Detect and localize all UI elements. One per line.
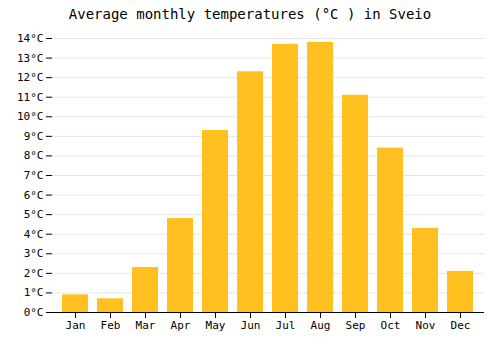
svg-text:3°C: 3°C (24, 247, 44, 260)
svg-text:5°C: 5°C (24, 208, 44, 221)
svg-text:Jan: Jan (66, 319, 86, 332)
svg-text:0°C: 0°C (24, 306, 44, 319)
svg-text:12°C: 12°C (17, 71, 44, 84)
svg-text:7°C: 7°C (24, 169, 44, 182)
svg-text:Dec: Dec (451, 319, 471, 332)
svg-text:2°C: 2°C (24, 267, 44, 280)
svg-text:Jul: Jul (276, 319, 296, 332)
svg-text:Mar: Mar (136, 319, 156, 332)
svg-text:Aug: Aug (311, 319, 331, 332)
svg-text:Nov: Nov (416, 319, 436, 332)
svg-text:8°C: 8°C (24, 149, 44, 162)
svg-text:14°C: 14°C (17, 32, 44, 45)
svg-text:Jun: Jun (241, 319, 261, 332)
svg-text:13°C: 13°C (17, 52, 44, 65)
svg-text:4°C: 4°C (24, 228, 44, 241)
html-text:Average monthly temperatures (: Average monthly temperatures (°C ) in Sv… (68, 6, 432, 22)
svg-text:Sep: Sep (346, 319, 366, 332)
svg-text:Oct: Oct (381, 319, 401, 332)
svg-text:6°C: 6°C (24, 189, 44, 202)
svg-text:11°C: 11°C (17, 91, 44, 104)
svg-text:May: May (206, 319, 226, 332)
svg-text:1°C: 1°C (24, 286, 44, 299)
svg-text:Apr: Apr (171, 319, 191, 332)
svg-text:9°C: 9°C (24, 130, 44, 143)
svg-text:Feb: Feb (101, 319, 121, 332)
svg-text:10°C: 10°C (17, 110, 44, 123)
